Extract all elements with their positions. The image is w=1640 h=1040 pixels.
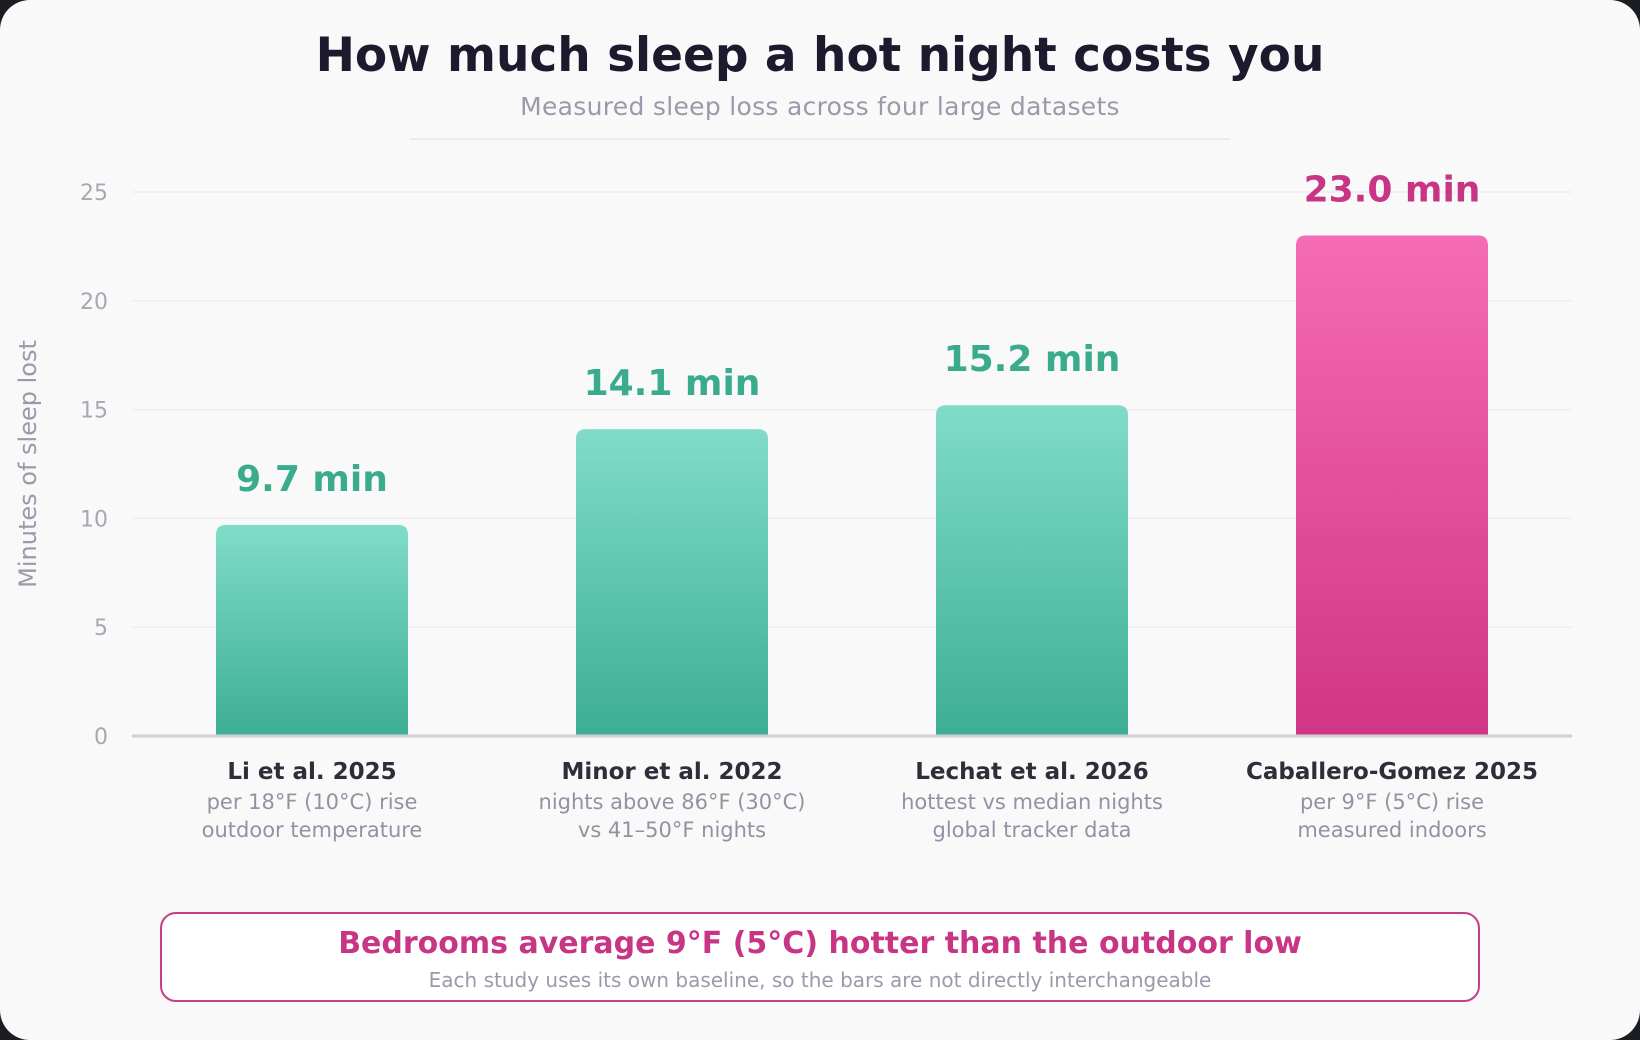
bar-value-label: 14.1 min: [584, 363, 761, 404]
title-divider: [410, 138, 1230, 140]
y-tick-label: 5: [94, 616, 108, 641]
x-category-note: nights above 86°F (30°C): [539, 790, 806, 814]
bar: [576, 429, 768, 736]
bar: [936, 405, 1128, 736]
y-tick-label: 25: [80, 181, 108, 206]
x-category-label: Lechat et al. 2026: [915, 759, 1149, 785]
x-category-note: vs 41–50°F nights: [578, 818, 766, 842]
x-category-note: measured indoors: [1297, 818, 1486, 842]
y-tick-label: 15: [80, 399, 108, 424]
callout-subtitle: Each study uses its own baseline, so the…: [428, 968, 1212, 992]
bar-value-label: 9.7 min: [236, 459, 388, 500]
y-tick-label: 10: [80, 507, 108, 532]
callout-title: Bedrooms average 9°F (5°C) hotter than t…: [338, 926, 1302, 961]
callout-box: Bedrooms average 9°F (5°C) hotter than t…: [160, 912, 1480, 1002]
x-category-label: Li et al. 2025: [227, 759, 396, 785]
y-axis-label: Minutes of sleep lost: [14, 340, 42, 588]
y-tick-label: 0: [94, 725, 108, 750]
x-category-note: hottest vs median nights: [901, 790, 1163, 814]
x-category-label: Minor et al. 2022: [561, 759, 782, 785]
bar-value-label: 23.0 min: [1304, 170, 1481, 211]
chart-subtitle: Measured sleep loss across four large da…: [520, 92, 1120, 121]
x-category-label: Caballero-Gomez 2025: [1246, 759, 1538, 785]
bar: [216, 524, 408, 736]
y-axis-ticks: 0 5 10 15 20 25: [80, 181, 108, 750]
bar-value-label: 15.2 min: [944, 339, 1121, 380]
chart-title: How much sleep a hot night costs you: [315, 28, 1325, 83]
bars: 9.7 min 14.1 min 15.2 min 23.0 min: [216, 170, 1488, 736]
x-category-note: per 9°F (5°C) rise: [1300, 790, 1484, 814]
x-axis-labels: Li et al. 2025 per 18°F (10°C) rise outdoo…: [202, 759, 1538, 842]
x-category-note: per 18°F (10°C) rise: [207, 790, 418, 814]
bar: [1296, 235, 1488, 736]
x-category-note: global tracker data: [933, 818, 1132, 842]
x-category-note: outdoor temperature: [202, 818, 423, 842]
y-tick-label: 20: [80, 290, 108, 315]
